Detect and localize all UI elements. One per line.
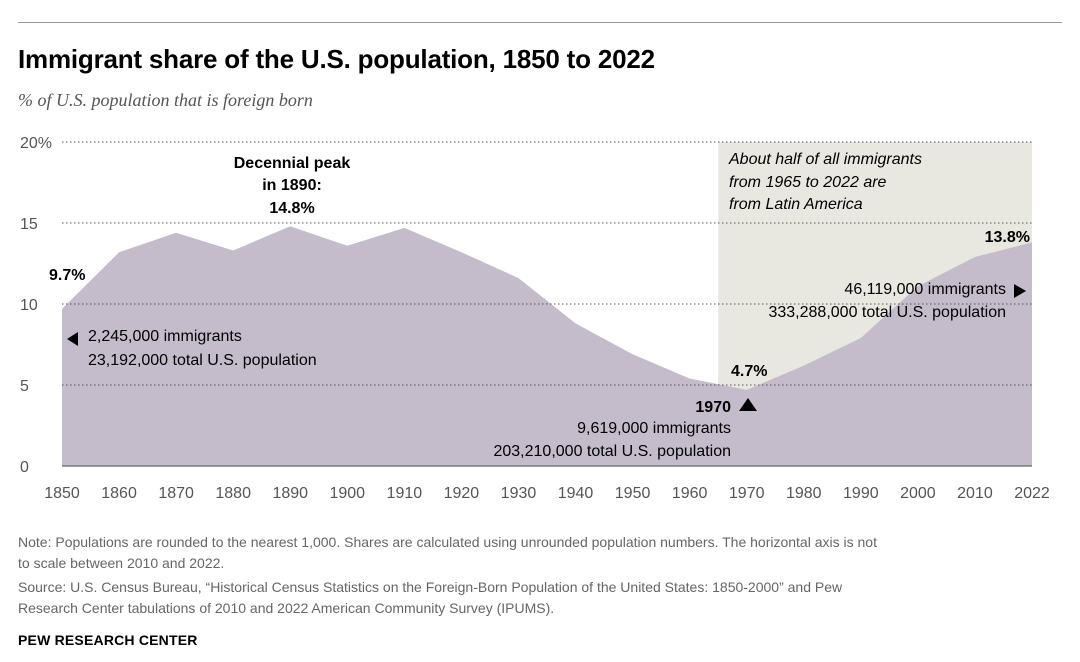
annotation-1970-value: 4.7% bbox=[731, 363, 767, 380]
right-arrow-icon bbox=[1014, 284, 1026, 298]
annotation-2022-immigrants: 46,119,000 immigrants bbox=[844, 281, 1006, 298]
area-series bbox=[62, 226, 1032, 466]
x-tick-label-1970: 1970 bbox=[729, 485, 765, 502]
x-tick-label-1940: 1940 bbox=[558, 485, 594, 502]
source-line-2: Research Center tabulations of 2010 and … bbox=[18, 600, 555, 616]
annotation-2022-value: 13.8% bbox=[985, 229, 1030, 246]
chart-note: Note: Populations are rounded to the nea… bbox=[18, 532, 1068, 574]
annotation-1850-value: 9.7% bbox=[49, 267, 85, 284]
chart-title: Immigrant share of the U.S. population, … bbox=[18, 44, 655, 74]
x-tick-label-1960: 1960 bbox=[672, 485, 708, 502]
x-tick-label-1910: 1910 bbox=[387, 485, 423, 502]
annotation-peak-value: 14.8% bbox=[269, 200, 314, 217]
x-tick-label-1880: 1880 bbox=[215, 485, 251, 502]
annotation-2022-total: 333,288,000 total U.S. population bbox=[768, 304, 1006, 321]
annotation-peak-line2: in 1890: bbox=[262, 177, 322, 194]
x-tick-label-1980: 1980 bbox=[786, 485, 822, 502]
x-tick-label-2022: 2022 bbox=[1014, 485, 1050, 502]
note-line-2: to scale between 2010 and 2022. bbox=[18, 555, 225, 571]
x-tick-label-1850: 1850 bbox=[44, 485, 80, 502]
y-tick-label-15: 15 bbox=[20, 216, 38, 233]
left-arrow-icon bbox=[67, 332, 78, 346]
region-note-line3: from Latin America bbox=[729, 196, 863, 213]
annotation-1970-total: 203,210,000 total U.S. population bbox=[493, 443, 731, 460]
x-tick-label-1890: 1890 bbox=[272, 485, 308, 502]
x-tick-label-1930: 1930 bbox=[501, 485, 537, 502]
y-tick-label-20: 20% bbox=[20, 135, 52, 152]
annotation-1970-immigrants: 9,619,000 immigrants bbox=[577, 420, 731, 437]
region-note-line1: About half of all immigrants bbox=[728, 151, 922, 168]
x-tick-label-2010: 2010 bbox=[957, 485, 993, 502]
annotation-peak-line1: Decennial peak bbox=[234, 155, 351, 172]
x-tick-label-1870: 1870 bbox=[158, 485, 194, 502]
note-line-1: Note: Populations are rounded to the nea… bbox=[18, 534, 877, 550]
y-tick-label-5: 5 bbox=[20, 378, 29, 395]
x-tick-label-1990: 1990 bbox=[843, 485, 879, 502]
x-tick-label-1860: 1860 bbox=[101, 485, 137, 502]
annotation-1850-immigrants: 2,245,000 immigrants bbox=[88, 328, 242, 345]
x-tick-label-1920: 1920 bbox=[444, 485, 480, 502]
area-chart: 0 5 10 15 20% 1850 1860 1870 1880 1890 1900 1910 19… bbox=[20, 135, 1050, 502]
region-note-line2: from 1965 to 2022 are bbox=[729, 174, 887, 191]
y-tick-label-0: 0 bbox=[20, 459, 29, 476]
top-rule bbox=[18, 22, 1062, 23]
x-tick-label-1900: 1900 bbox=[329, 485, 365, 502]
chart-source: Source: U.S. Census Bureau, “Historical … bbox=[18, 577, 1068, 619]
y-tick-label-10: 10 bbox=[20, 297, 38, 314]
annotation-1850-total: 23,192,000 total U.S. population bbox=[88, 352, 317, 369]
annotation-1970-year: 1970 bbox=[695, 399, 731, 416]
x-tick-label-1950: 1950 bbox=[615, 485, 651, 502]
source-line-1: Source: U.S. Census Bureau, “Historical … bbox=[18, 579, 843, 595]
chart-subtitle: % of U.S. population that is foreign bor… bbox=[18, 90, 313, 110]
brand-label: PEW RESEARCH CENTER bbox=[18, 632, 198, 648]
x-tick-label-2000: 2000 bbox=[900, 485, 936, 502]
up-arrow-icon bbox=[739, 398, 757, 411]
